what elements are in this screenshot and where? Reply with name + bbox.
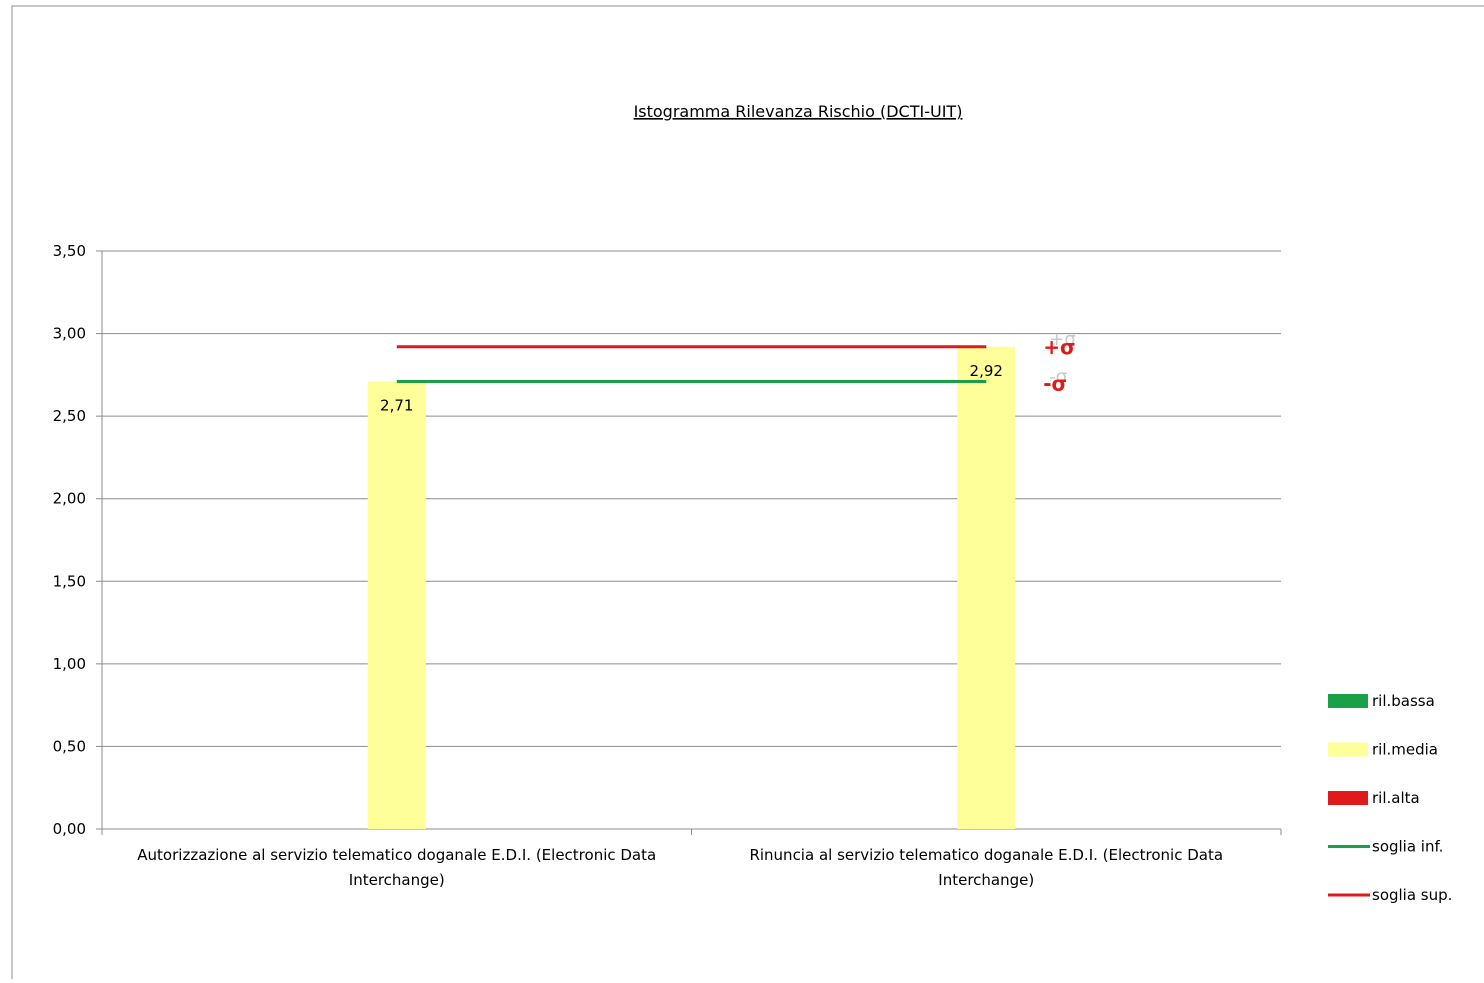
legend-label: ril.media <box>1372 741 1438 759</box>
sigma-upper-label: +σ <box>1043 335 1075 359</box>
sigma-upper-ghost: +σ <box>1049 329 1076 350</box>
labels-layer: 2,71 Autorizzazione al servizio telematic… <box>137 329 1223 889</box>
legend-swatch <box>1328 694 1368 708</box>
x-category-label: Autorizzazione al servizio telematico do… <box>137 846 656 864</box>
legend-label: soglia inf. <box>1372 838 1443 856</box>
legend-label: soglia sup. <box>1372 886 1452 904</box>
legend: ril.bassa ril.media ril.alta soglia inf. sog… <box>1328 692 1452 904</box>
legend-label: ril.bassa <box>1372 692 1435 710</box>
legend-swatch <box>1328 791 1368 805</box>
threshold-layer <box>396 345 987 383</box>
data-label: 2,71 <box>380 396 413 414</box>
y-tick-label: 0,50 <box>53 737 86 755</box>
y-tick-label: 1,00 <box>53 655 86 673</box>
chart-border <box>11 5 1484 983</box>
sigma-lower-ghost: -σ <box>1049 366 1067 387</box>
y-tick-label: 3,00 <box>53 325 86 343</box>
sigma-lower-label: -σ <box>1043 371 1067 395</box>
bars-layer <box>367 346 1016 829</box>
legend-label: ril.alta <box>1372 789 1420 807</box>
bar <box>957 346 1016 829</box>
y-tick-label: 2,50 <box>53 407 86 425</box>
x-category-label: Rinuncia al servizio telematico doganale… <box>749 846 1223 864</box>
x-category-label: Interchange) <box>938 871 1034 889</box>
legend-swatch <box>1328 742 1368 757</box>
data-label: 2,92 <box>970 362 1003 380</box>
chart-title: Istogramma Rilevanza Rischio (DCTI-UIT) <box>634 102 963 121</box>
y-tick-label: 2,00 <box>53 490 86 508</box>
y-tick-label: 0,00 <box>53 820 86 838</box>
grid-layer: 0,00 0,50 1,00 1,50 2,00 2,50 3,00 3,50 <box>53 242 1282 838</box>
y-tick-label: 3,50 <box>53 242 86 260</box>
bar <box>367 381 426 829</box>
x-category-label: Interchange) <box>349 871 445 889</box>
y-tick-label: 1,50 <box>53 572 86 590</box>
